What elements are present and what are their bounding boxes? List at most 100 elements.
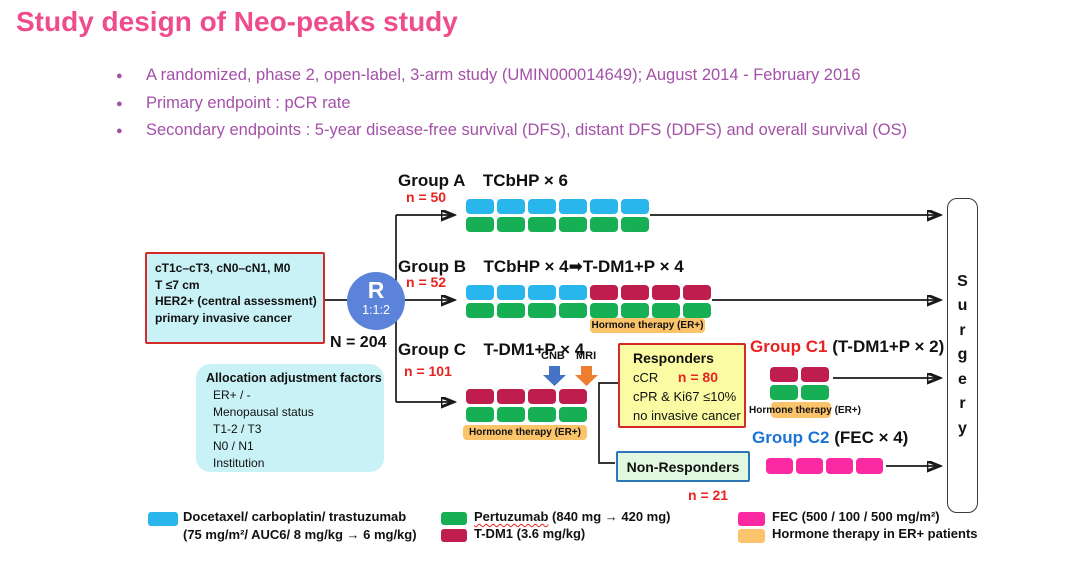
chemo-square-chemo-blue <box>590 199 618 214</box>
allocation-item: Institution <box>213 456 265 470</box>
chemo-square-chemo-crimson <box>497 389 525 404</box>
chemo-cycle <box>466 199 494 232</box>
group-c1-hormone-label: Hormone therapy (ER+) <box>749 405 861 416</box>
chemo-square-chemo-crimson <box>559 389 587 404</box>
eligibility-line: primary invasive cancer <box>155 310 292 325</box>
chemo-square-chemo-crimson <box>590 285 618 300</box>
allocation-item: N0 / N1 <box>213 439 254 453</box>
group-b-hormone-pill: Hormone therapy (ER+) <box>590 318 705 333</box>
non-responders-title: Non-Responders <box>626 458 740 475</box>
group-c-heading: Group C T-DM1+P × 4 <box>398 340 584 360</box>
chemo-square-chemo-crimson <box>770 367 798 382</box>
chemo-square-chemo-blue <box>466 199 494 214</box>
chemo-square-chemo-crimson <box>652 285 680 300</box>
allocation-item: T1-2 / T3 <box>213 422 262 436</box>
group-c-hormone-pill: Hormone therapy (ER+) <box>463 425 587 440</box>
chemo-square-chemo-blue <box>528 285 556 300</box>
chemo-square-chemo-pink <box>856 458 883 474</box>
chemo-square-chemo-blue <box>466 285 494 300</box>
group-c2-name: Group C2 <box>752 428 830 447</box>
group-b-heading: Group B TCbHP × 4➡T-DM1+P × 4 <box>398 257 684 277</box>
bullet-item: Primary endpoint : pCR rate <box>110 90 907 117</box>
surgery-letter: r <box>959 321 966 339</box>
legend-pertuzumab: Pertuzumab (840 mg → 420 mg) <box>474 508 671 526</box>
group-c1-regimen: (T-DM1+P × 2) <box>832 337 945 356</box>
chemo-cycle <box>466 285 494 318</box>
surgery-letter: e <box>958 370 967 388</box>
responders-ccr: cCR <box>633 370 659 385</box>
legend-swatch-pertuzumab <box>441 512 467 525</box>
chemo-square-chemo-blue <box>559 199 587 214</box>
chemo-square-chemo-green <box>559 407 587 422</box>
chemo-square-chemo-blue <box>528 199 556 214</box>
chemo-square-chemo-green <box>528 303 556 318</box>
group-c-regimen: T-DM1+P × 4 <box>483 340 585 359</box>
legend-docetaxel-line2: (75 mg/m²/ AUC6/ 8 mg/kg → 6 mg/kg) <box>183 526 417 542</box>
group-c1-heading: Group C1 (T-DM1+P × 2) <box>750 337 944 357</box>
legend-hormone: Hormone therapy in ER+ patients <box>772 526 978 541</box>
group-b-n: n = 52 <box>406 274 447 290</box>
chemo-square-chemo-green <box>621 303 649 318</box>
chemo-cycle <box>801 367 829 400</box>
chemo-square-chemo-green <box>497 407 525 422</box>
legend-docetaxel: Docetaxel/ carboplatin/ trastuzumab (75 … <box>183 508 417 543</box>
legend-fec: FEC (500 / 100 / 500 mg/m²) <box>772 509 940 524</box>
legend-pertuzumab-word: Pertuzumab <box>474 509 549 524</box>
responders-n: n = 80 <box>677 369 718 385</box>
chemo-square-chemo-crimson <box>683 285 711 300</box>
chemo-square-chemo-pink <box>826 458 853 474</box>
bullet-list: A randomized, phase 2, open-label, 3-arm… <box>110 62 907 145</box>
chemo-cycle <box>559 199 587 232</box>
chemo-square-chemo-green <box>497 217 525 232</box>
eligibility-line: cT1c–cT3, cN0–cN1, M0 <box>155 261 291 275</box>
chemo-grid-group-c2 <box>766 458 883 474</box>
chemo-square-chemo-blue <box>497 285 525 300</box>
legend-pertuzumab-rest: (840 mg → 420 mg) <box>548 509 671 524</box>
group-c-name: Group C <box>398 340 466 359</box>
chemo-square-chemo-crimson <box>801 367 829 382</box>
legend-tdm1: T-DM1 (3.6 mg/kg) <box>474 526 586 541</box>
chemo-square-chemo-green <box>770 385 798 400</box>
chemo-grid-group-c1 <box>770 367 829 400</box>
chemo-cycle <box>621 199 649 232</box>
surgery-box: S u r g e r y <box>947 198 978 513</box>
bullet-item: Secondary endpoints : 5-year disease-fre… <box>110 117 907 145</box>
group-a-regimen: TCbHP × 6 <box>482 171 569 190</box>
surgery-letter: u <box>957 297 968 315</box>
randomization-r: R <box>367 277 385 303</box>
chemo-square-chemo-green <box>590 217 618 232</box>
surgery-letter: g <box>957 346 968 364</box>
surgery-letter: r <box>959 395 966 413</box>
chemo-cycle <box>528 199 556 232</box>
allocation-item: ER+ / - <box>213 388 251 402</box>
chemo-square-chemo-crimson <box>621 285 649 300</box>
group-c-hormone-label: Hormone therapy (ER+) <box>469 427 581 438</box>
responders-cpr: cPR & Ki67 ≤10% <box>633 389 737 404</box>
chemo-square-chemo-green <box>559 303 587 318</box>
chemo-cycle <box>497 389 525 422</box>
chemo-cycle <box>856 458 883 474</box>
group-c1-name: Group C1 <box>750 337 828 356</box>
chemo-square-chemo-green <box>559 217 587 232</box>
chemo-cycle <box>528 285 556 318</box>
chemo-square-chemo-crimson <box>528 389 556 404</box>
allocation-item: Menopausal status <box>213 405 314 419</box>
responders-ccr-row: cCR n = 80 <box>633 368 744 387</box>
group-b-name: Group B <box>398 257 466 276</box>
chemo-square-chemo-blue <box>559 285 587 300</box>
cnb-down-arrow-icon <box>543 366 566 386</box>
chemo-grid-group-a <box>466 199 649 232</box>
bullet-item: A randomized, phase 2, open-label, 3-arm… <box>110 62 907 90</box>
chemo-cycle <box>497 199 525 232</box>
chemo-cycle <box>770 367 798 400</box>
legend-swatch-docetaxel <box>148 512 178 526</box>
chemo-square-chemo-green <box>466 303 494 318</box>
group-c-n: n = 101 <box>404 363 452 379</box>
chemo-cycle <box>796 458 823 474</box>
mri-down-arrow-icon <box>575 366 598 386</box>
chemo-cycle <box>559 285 587 318</box>
chemo-cycle <box>466 389 494 422</box>
chemo-grid-group-b <box>466 285 711 318</box>
